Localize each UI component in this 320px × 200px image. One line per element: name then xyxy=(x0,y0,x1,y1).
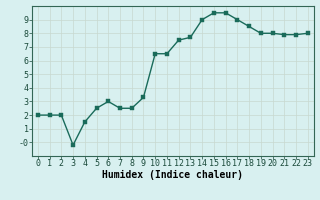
X-axis label: Humidex (Indice chaleur): Humidex (Indice chaleur) xyxy=(102,170,243,180)
